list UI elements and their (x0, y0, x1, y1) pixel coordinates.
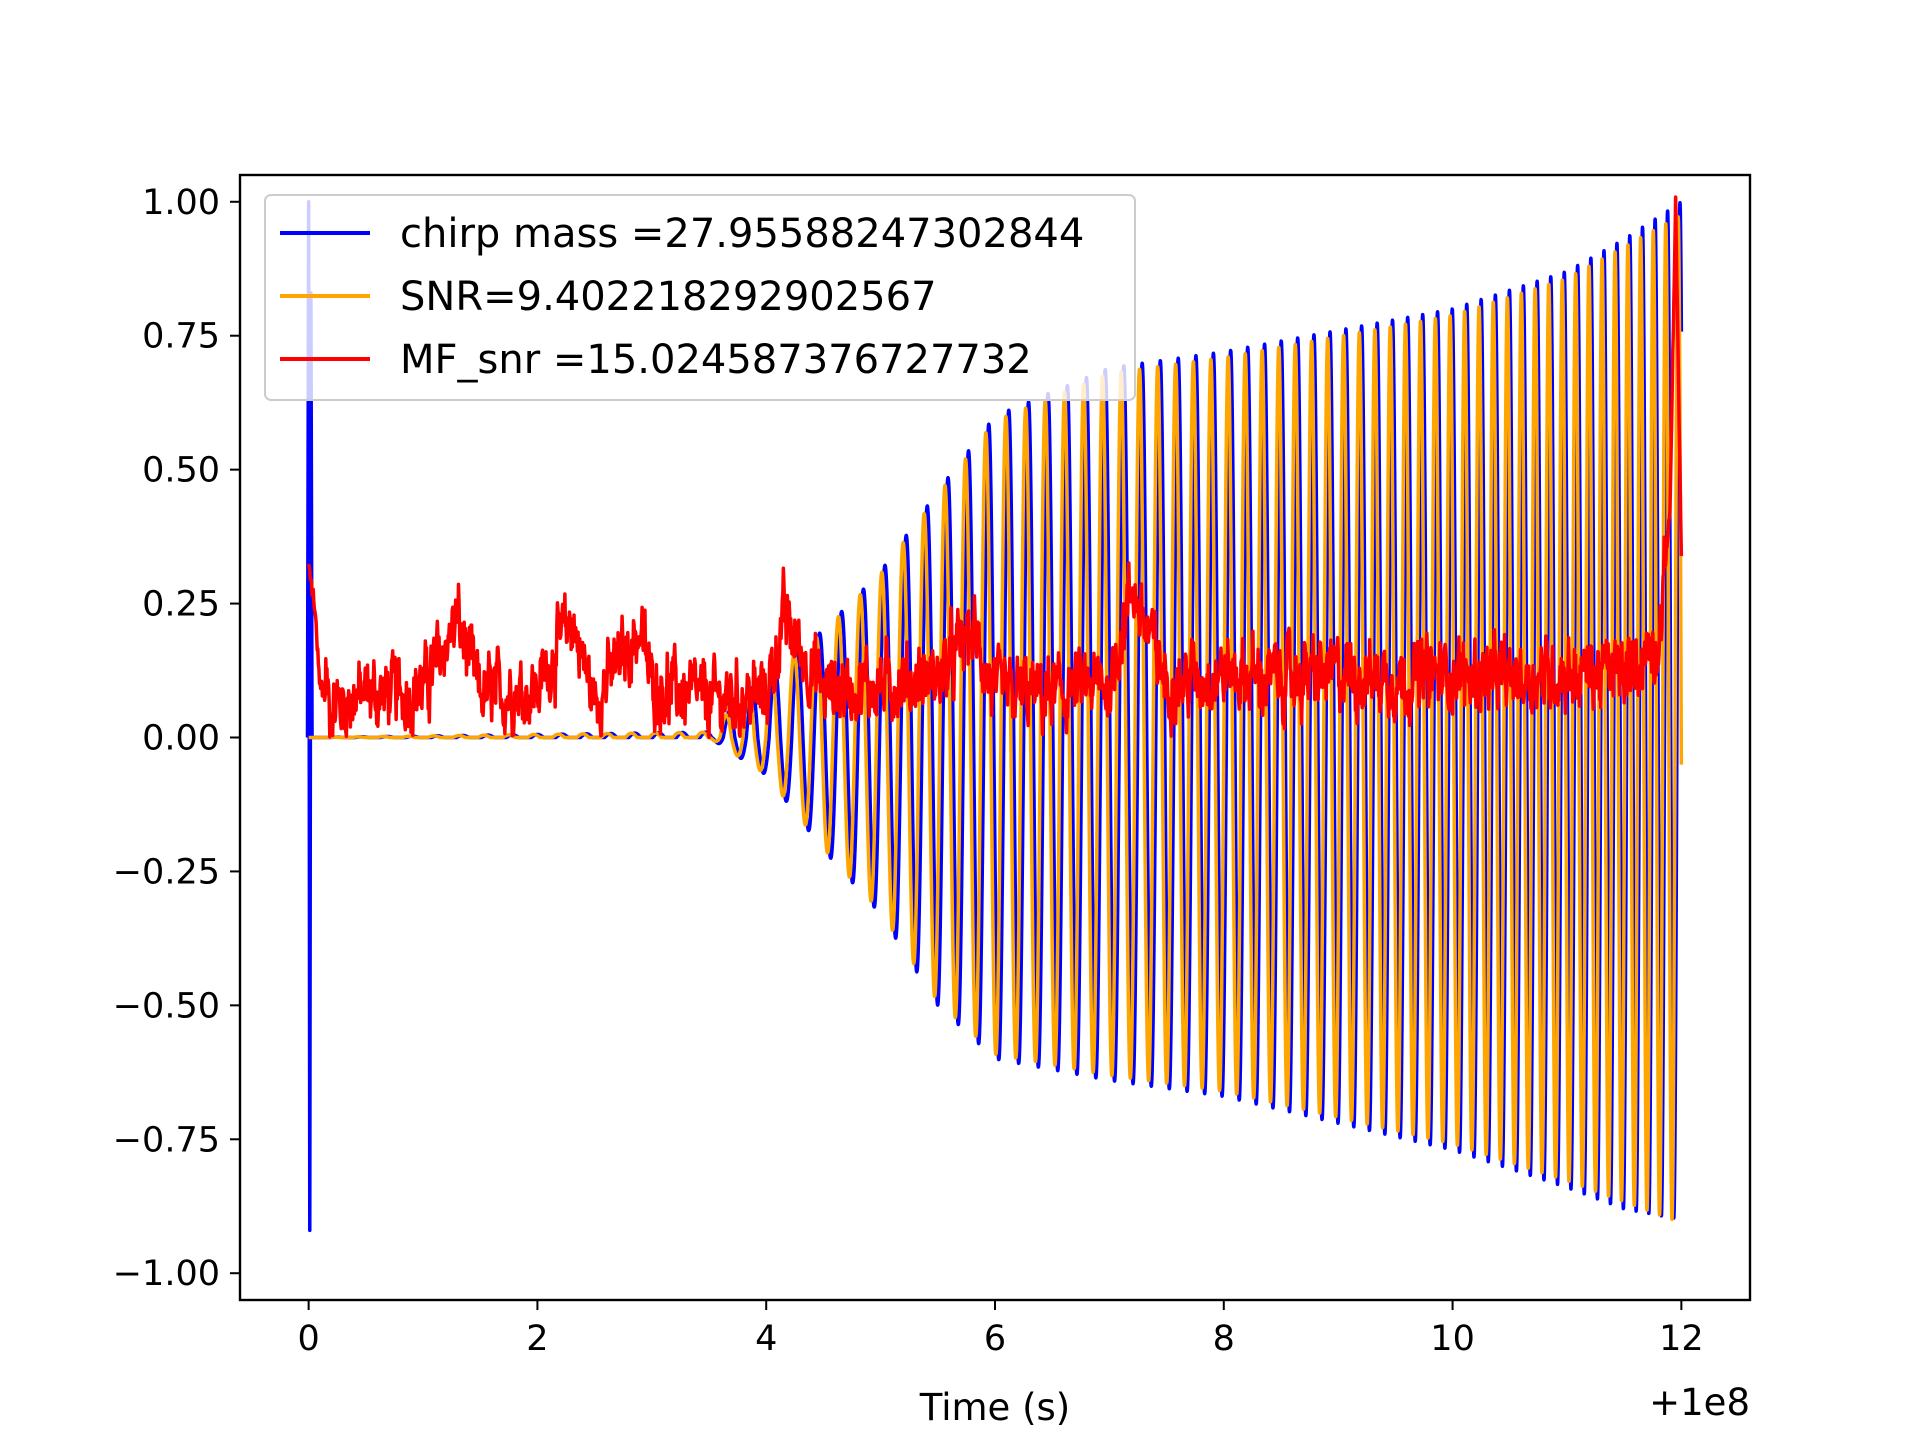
y-tick-label: −1.00 (113, 1254, 220, 1294)
x-offset-label: +1e8 (1649, 1381, 1750, 1424)
x-axis: 0 2 4 6 8 10 12 (297, 1300, 1704, 1359)
x-tick-label: 4 (755, 1319, 777, 1359)
y-tick-label: −0.25 (113, 852, 220, 892)
y-tick-label: 0.50 (142, 451, 220, 491)
x-tick-label: 10 (1430, 1319, 1475, 1359)
x-tick-label: 12 (1659, 1319, 1704, 1359)
x-tick-label: 0 (297, 1319, 319, 1359)
y-tick-label: 0.75 (142, 317, 220, 357)
legend: chirp mass =27.95588247302844 SNR=9.40221… (264, 194, 1136, 401)
y-axis: 1.00 0.75 0.50 0.25 0.00 −0.25 −0.50 −0.75 −1.00 (113, 183, 240, 1294)
legend-label: MF_snr =15.024587376727732 (400, 337, 1032, 383)
y-tick-label: 0.25 (142, 585, 220, 625)
legend-label: chirp mass =27.95588247302844 (400, 211, 1084, 257)
legend-box (264, 194, 1136, 401)
x-tick-label: 8 (1213, 1319, 1235, 1359)
y-tick-label: −0.50 (113, 986, 220, 1026)
y-tick-label: −0.75 (113, 1120, 220, 1160)
series-layer (305, 195, 1684, 1233)
series-line-snr (307, 215, 1684, 1222)
x-tick-label: 6 (984, 1319, 1006, 1359)
legend-label: SNR=9.402218292902567 (400, 274, 937, 320)
series-line-mf-snr (306, 195, 1684, 740)
y-tick-label: 1.00 (142, 183, 220, 223)
y-tick-label: 0.00 (142, 719, 220, 759)
x-axis-label: Time (s) (919, 1386, 1070, 1429)
x-tick-label: 2 (526, 1319, 548, 1359)
